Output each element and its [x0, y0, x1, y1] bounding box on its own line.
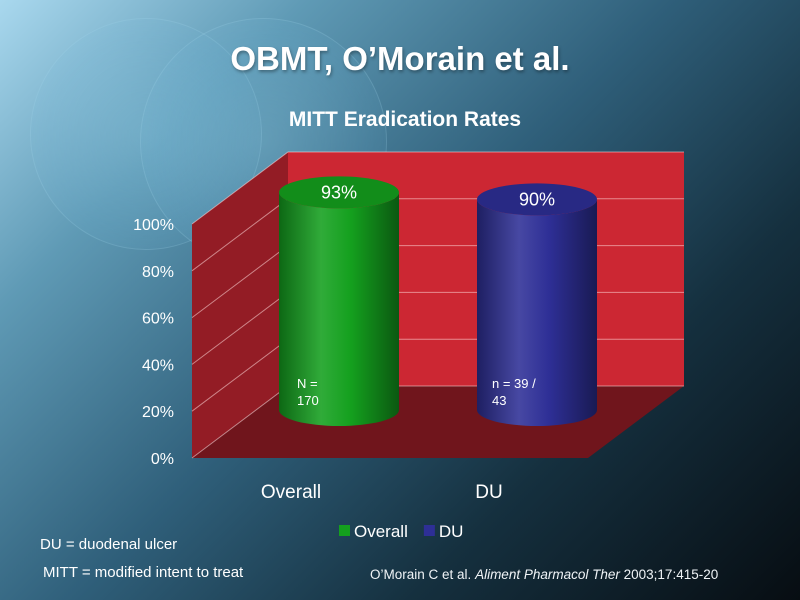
legend-swatch [339, 525, 350, 536]
y-tick-label: 20% [142, 404, 174, 421]
citation-journal: Aliment Pharmacol Ther [475, 567, 620, 582]
data-label: 93% [321, 182, 357, 202]
y-tick-label: 0% [151, 451, 174, 468]
footnote-du: DU = duodenal ulcer [40, 536, 178, 553]
chart-side-wall [192, 152, 288, 458]
bar-top-overall [279, 176, 399, 209]
y-tick-label: 100% [133, 217, 174, 234]
y-tick-label: 80% [142, 264, 174, 281]
gridline [191, 151, 684, 225]
bar-annotation: N = 170 [297, 376, 319, 408]
x-category-label: DU [475, 482, 502, 503]
data-label: 90% [519, 189, 555, 209]
y-tick-label: 40% [142, 357, 174, 374]
citation: O’Morain C et al. Aliment Pharmacol Ther… [370, 567, 718, 582]
legend-label: Overall [354, 522, 408, 541]
legend-label: DU [439, 522, 464, 541]
bar-top-du [477, 183, 597, 216]
legend-swatch [423, 525, 435, 536]
x-category-label: Overall [261, 482, 321, 503]
bar-overall [279, 192, 399, 426]
y-tick-label: 60% [142, 311, 174, 328]
slide-title: OBMT, O’Morain et al. [230, 40, 570, 77]
bar-du [477, 199, 597, 426]
chart-title: MITT Eradication Rates [289, 108, 521, 131]
citation-author: O’Morain C et al. [370, 567, 472, 582]
footnote-mitt: MITT = modified intent to treat [43, 564, 244, 581]
citation-ref: 2003;17:415-20 [623, 567, 719, 582]
bar-annotation: n = 39 /43 [492, 376, 536, 408]
